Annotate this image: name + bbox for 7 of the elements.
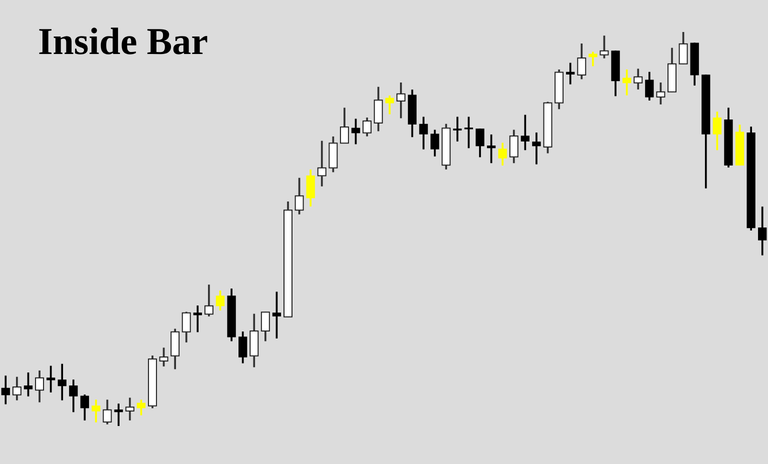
candlestick xyxy=(46,366,56,392)
candlestick xyxy=(532,132,541,164)
candlestick xyxy=(114,404,123,426)
candlestick xyxy=(453,116,462,142)
candlestick xyxy=(566,62,575,84)
chart-title: Inside Bar xyxy=(38,20,208,64)
candlestick xyxy=(193,306,202,332)
